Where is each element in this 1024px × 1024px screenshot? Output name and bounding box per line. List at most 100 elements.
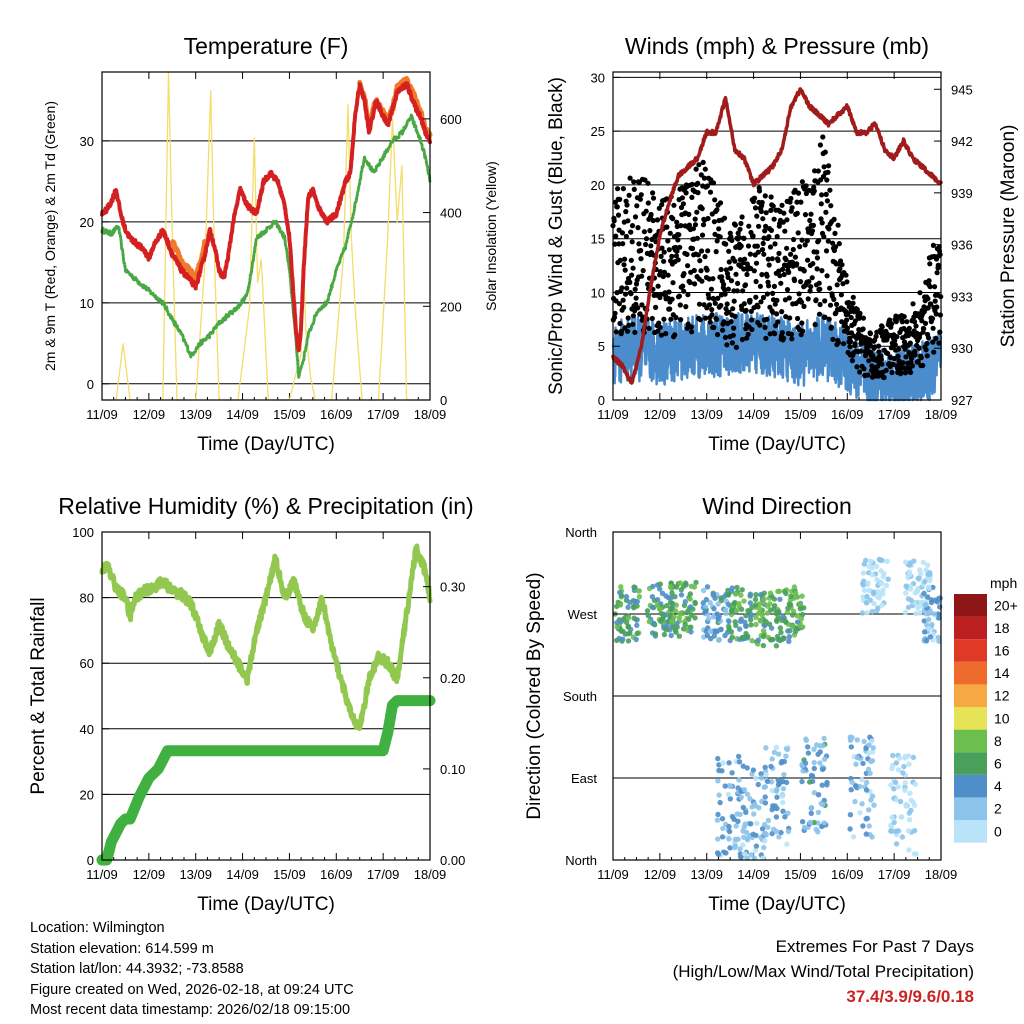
wind-xtick-label: 16/09 (831, 407, 864, 422)
direction-point (924, 594, 931, 600)
gust-point (739, 336, 746, 343)
gust-point (804, 238, 810, 244)
direction-point (664, 603, 670, 609)
direction-point (861, 738, 867, 745)
gust-point (932, 284, 938, 290)
gust-point (759, 247, 766, 253)
gust-point (924, 353, 930, 359)
direction-point (740, 804, 746, 811)
direction-point (860, 570, 866, 576)
gust-point (643, 208, 649, 214)
direction-point (857, 810, 863, 816)
gust-point (665, 272, 671, 278)
gust-point (743, 307, 749, 313)
gust-point (754, 243, 761, 249)
gust-point (763, 335, 769, 341)
direction-point (799, 593, 805, 599)
direction-point (738, 854, 744, 860)
direction-point (906, 847, 912, 853)
gust-point (924, 340, 930, 347)
direction-point (784, 841, 790, 847)
gust-point (692, 216, 698, 222)
direction-point (897, 798, 904, 805)
direction-point (738, 794, 744, 800)
direction-point (726, 626, 732, 632)
direction-point (691, 584, 698, 590)
direction-point (879, 602, 885, 608)
gust-point (750, 233, 756, 239)
direction-point (888, 824, 895, 830)
gust-point (692, 222, 699, 228)
gust-point (712, 300, 718, 306)
gust-point (659, 245, 665, 251)
gust-point (772, 331, 778, 337)
direction-point (924, 562, 931, 568)
gust-point (788, 195, 794, 202)
gust-point (934, 304, 940, 310)
direction-point (863, 787, 870, 793)
wind-ytick-label: 30 (591, 70, 605, 85)
gust-point (677, 302, 683, 308)
direction-point (688, 612, 695, 618)
gust-point (689, 194, 695, 200)
direction-point (673, 629, 679, 635)
gust-point (645, 281, 651, 287)
direction-point (819, 766, 826, 773)
rh-ytick-right-label: 0.10 (440, 762, 465, 777)
temperature-panel: Temperature (F) 11/09 12/09 13/09 14/09 15/09… (42, 33, 499, 455)
direction-point (661, 631, 668, 638)
gust-point (619, 285, 625, 291)
direction-point (636, 594, 643, 600)
gust-point (751, 268, 757, 274)
direction-point (907, 790, 913, 796)
colorbar-swatch (954, 616, 987, 640)
gust-point (680, 283, 686, 289)
gust-point (756, 223, 762, 229)
gust-point (895, 353, 901, 359)
gust-point (772, 241, 778, 247)
direction-point (860, 582, 866, 588)
location-text: Location: Wilmington (30, 920, 165, 936)
wind-ytick-label: 10 (591, 285, 605, 300)
rh-xtick-label: 18/09 (414, 867, 447, 882)
direction-point (757, 606, 763, 612)
direction-point (850, 834, 857, 840)
direction-point (725, 591, 732, 597)
gust-point (925, 305, 931, 311)
gust-point (699, 278, 705, 284)
gust-point (774, 311, 780, 317)
direction-point (671, 614, 677, 620)
gust-point (737, 226, 743, 232)
gust-point (770, 290, 776, 296)
direction-point (863, 770, 870, 776)
gust-point (661, 269, 668, 275)
colorbar-swatch (954, 820, 987, 843)
gust-point (879, 324, 885, 330)
direction-point (787, 628, 793, 634)
gust-point (805, 257, 811, 263)
gust-point (854, 364, 860, 370)
gust-point (852, 341, 858, 347)
direction-point (785, 810, 791, 816)
colorbar-swatch (954, 707, 987, 730)
direction-point (869, 793, 876, 799)
gust-point (779, 202, 785, 208)
temp-plot-border (101, 71, 431, 401)
gust-point (626, 192, 632, 198)
gust-point (817, 301, 823, 308)
gust-point (620, 186, 627, 192)
gust-point (824, 177, 830, 183)
gust-point (837, 266, 843, 272)
gust-point (696, 162, 702, 168)
direction-point (733, 591, 739, 597)
direction-point (736, 777, 742, 783)
colorbar-swatch (954, 684, 987, 707)
gust-point (840, 281, 846, 287)
colorbar-label: 2 (994, 801, 1002, 817)
gust-point (735, 280, 741, 286)
gust-point (873, 333, 879, 339)
direction-point (644, 608, 651, 614)
gust-point (680, 201, 687, 207)
gust-point (684, 251, 690, 257)
direction-point (783, 779, 790, 786)
